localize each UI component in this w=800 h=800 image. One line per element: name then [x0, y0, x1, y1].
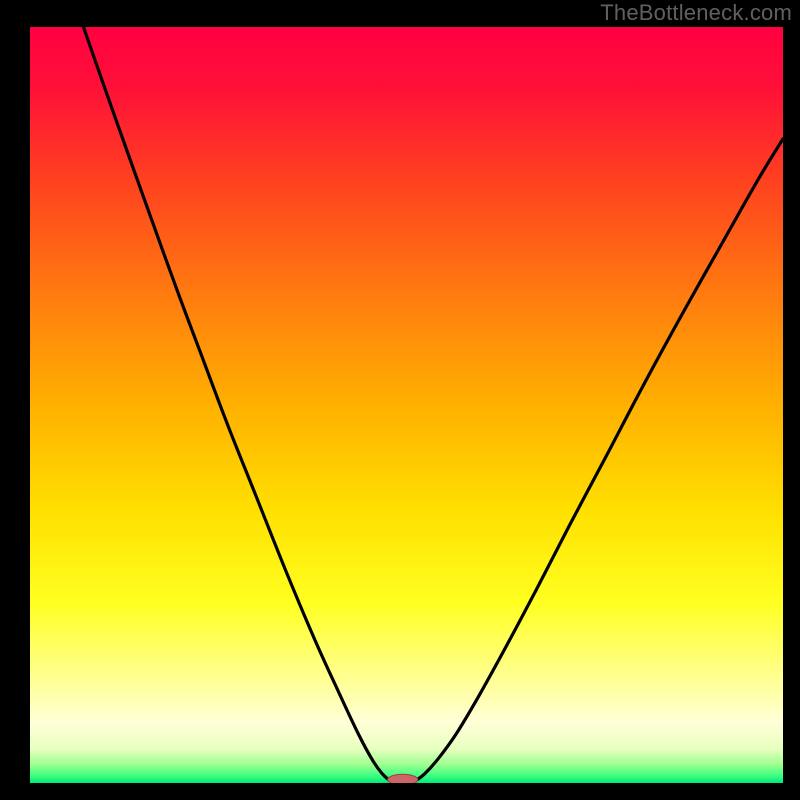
border-right [783, 0, 800, 800]
bottleneck-curve-svg [30, 27, 783, 783]
curve-right-branch [416, 139, 783, 781]
dip-marker [388, 774, 418, 783]
border-bottom [0, 783, 800, 800]
border-left [0, 0, 30, 800]
watermark-text: TheBottleneck.com [600, 0, 792, 26]
plot-area [30, 27, 783, 783]
chart-frame: TheBottleneck.com [0, 0, 800, 800]
curve-left-branch [83, 27, 389, 781]
